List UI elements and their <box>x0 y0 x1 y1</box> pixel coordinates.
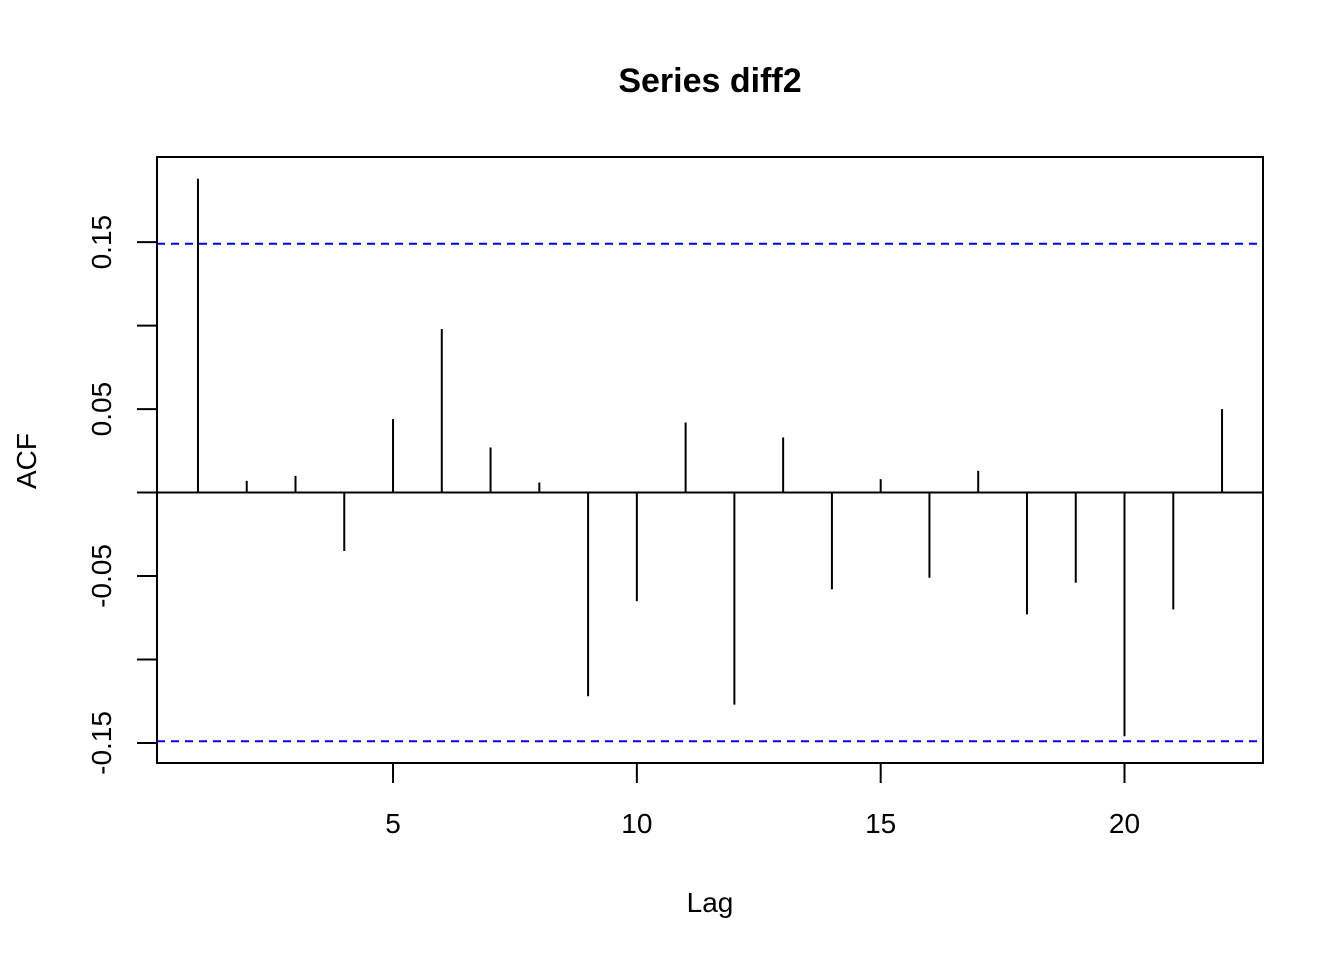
x-axis-label: Lag <box>687 887 734 918</box>
x-axis: 5 10 15 20 <box>385 762 1140 839</box>
x-tick-label: 10 <box>621 808 652 839</box>
x-tick-label: 15 <box>865 808 896 839</box>
y-tick-label: -0.05 <box>86 544 117 608</box>
x-tick-label: 5 <box>385 808 401 839</box>
confidence-bounds <box>157 242 1263 743</box>
chart-title: Series diff2 <box>618 62 801 100</box>
y-tick-label: 0.05 <box>86 382 117 437</box>
y-axis: -0.15 -0.05 0.05 0.15 <box>86 215 158 775</box>
acf-bars <box>196 178 1224 737</box>
y-tick-label: -0.15 <box>86 711 117 775</box>
y-axis-label: ACF <box>11 433 42 489</box>
x-tick-label: 20 <box>1109 808 1140 839</box>
y-tick-label: 0.15 <box>86 215 117 270</box>
plot-frame <box>156 156 1264 764</box>
